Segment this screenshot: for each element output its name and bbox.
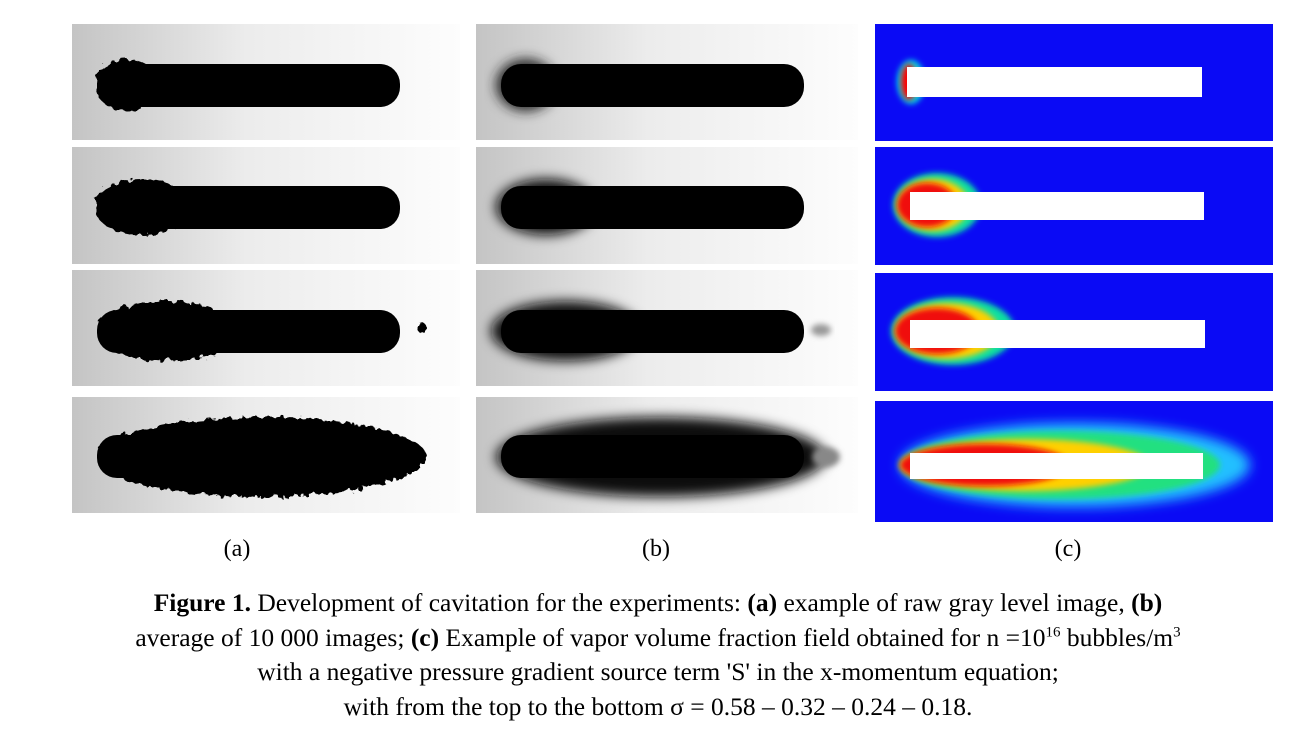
figure-caption: Figure 1. Development of cavitation for … xyxy=(0,586,1316,724)
column-a xyxy=(72,24,460,513)
caption-line: with a negative pressure gradient source… xyxy=(257,657,1059,686)
panel-label: (b) xyxy=(642,536,670,562)
panel-label: (a) xyxy=(223,536,251,562)
figure-panels xyxy=(72,24,1273,522)
caption-line: average of 10 000 images; (c) Example of… xyxy=(0,621,1316,656)
superscript: 3 xyxy=(1173,624,1181,640)
caption-text: Example of vapor volume fraction field o… xyxy=(439,622,1046,652)
figure-label: Figure 1. xyxy=(153,588,251,617)
panel-label: (c) xyxy=(1054,536,1082,562)
column-b xyxy=(476,24,858,513)
column-c xyxy=(875,24,1273,522)
caption-text: Development of cavitation for the experi… xyxy=(250,588,748,617)
caption-ref: (c) xyxy=(410,622,440,652)
caption-line: Figure 1. Development of cavitation for … xyxy=(0,586,1316,621)
caption-ref: (a) xyxy=(747,588,778,617)
caption-ref: (b) xyxy=(1131,588,1163,617)
caption-text: bubbles/m xyxy=(1060,622,1174,652)
superscript: 16 xyxy=(1045,624,1061,640)
caption-line: with from the top to the bottom σ = 0.58… xyxy=(343,691,973,721)
caption-text: average of 10 000 images; xyxy=(135,622,411,652)
caption-text: example of raw gray level image, xyxy=(777,588,1132,617)
